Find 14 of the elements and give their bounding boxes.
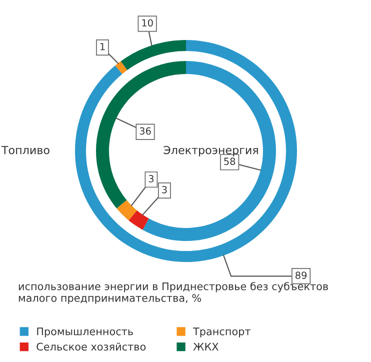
legend-label: Промышленность	[37, 328, 133, 338]
data-label: 58	[224, 158, 236, 166]
data-label: 1	[100, 43, 105, 50]
legend-label: ЖКХ	[193, 342, 218, 350]
legend-label: Сельское хозяйство	[36, 342, 146, 351]
slice-label: Топливо	[1, 146, 50, 154]
data-label: 10	[142, 19, 153, 27]
data-label: 3	[148, 175, 154, 182]
text: использование энергии в Приднестровье без субъектов малого предпринимательства, %	[18, 282, 328, 304]
slice-label: Электроэнергия	[164, 146, 258, 156]
legend-label: Транспорт	[192, 328, 250, 338]
data-label: 89	[296, 272, 307, 279]
data-label: 3	[162, 186, 167, 194]
data-label: 36	[140, 127, 151, 135]
